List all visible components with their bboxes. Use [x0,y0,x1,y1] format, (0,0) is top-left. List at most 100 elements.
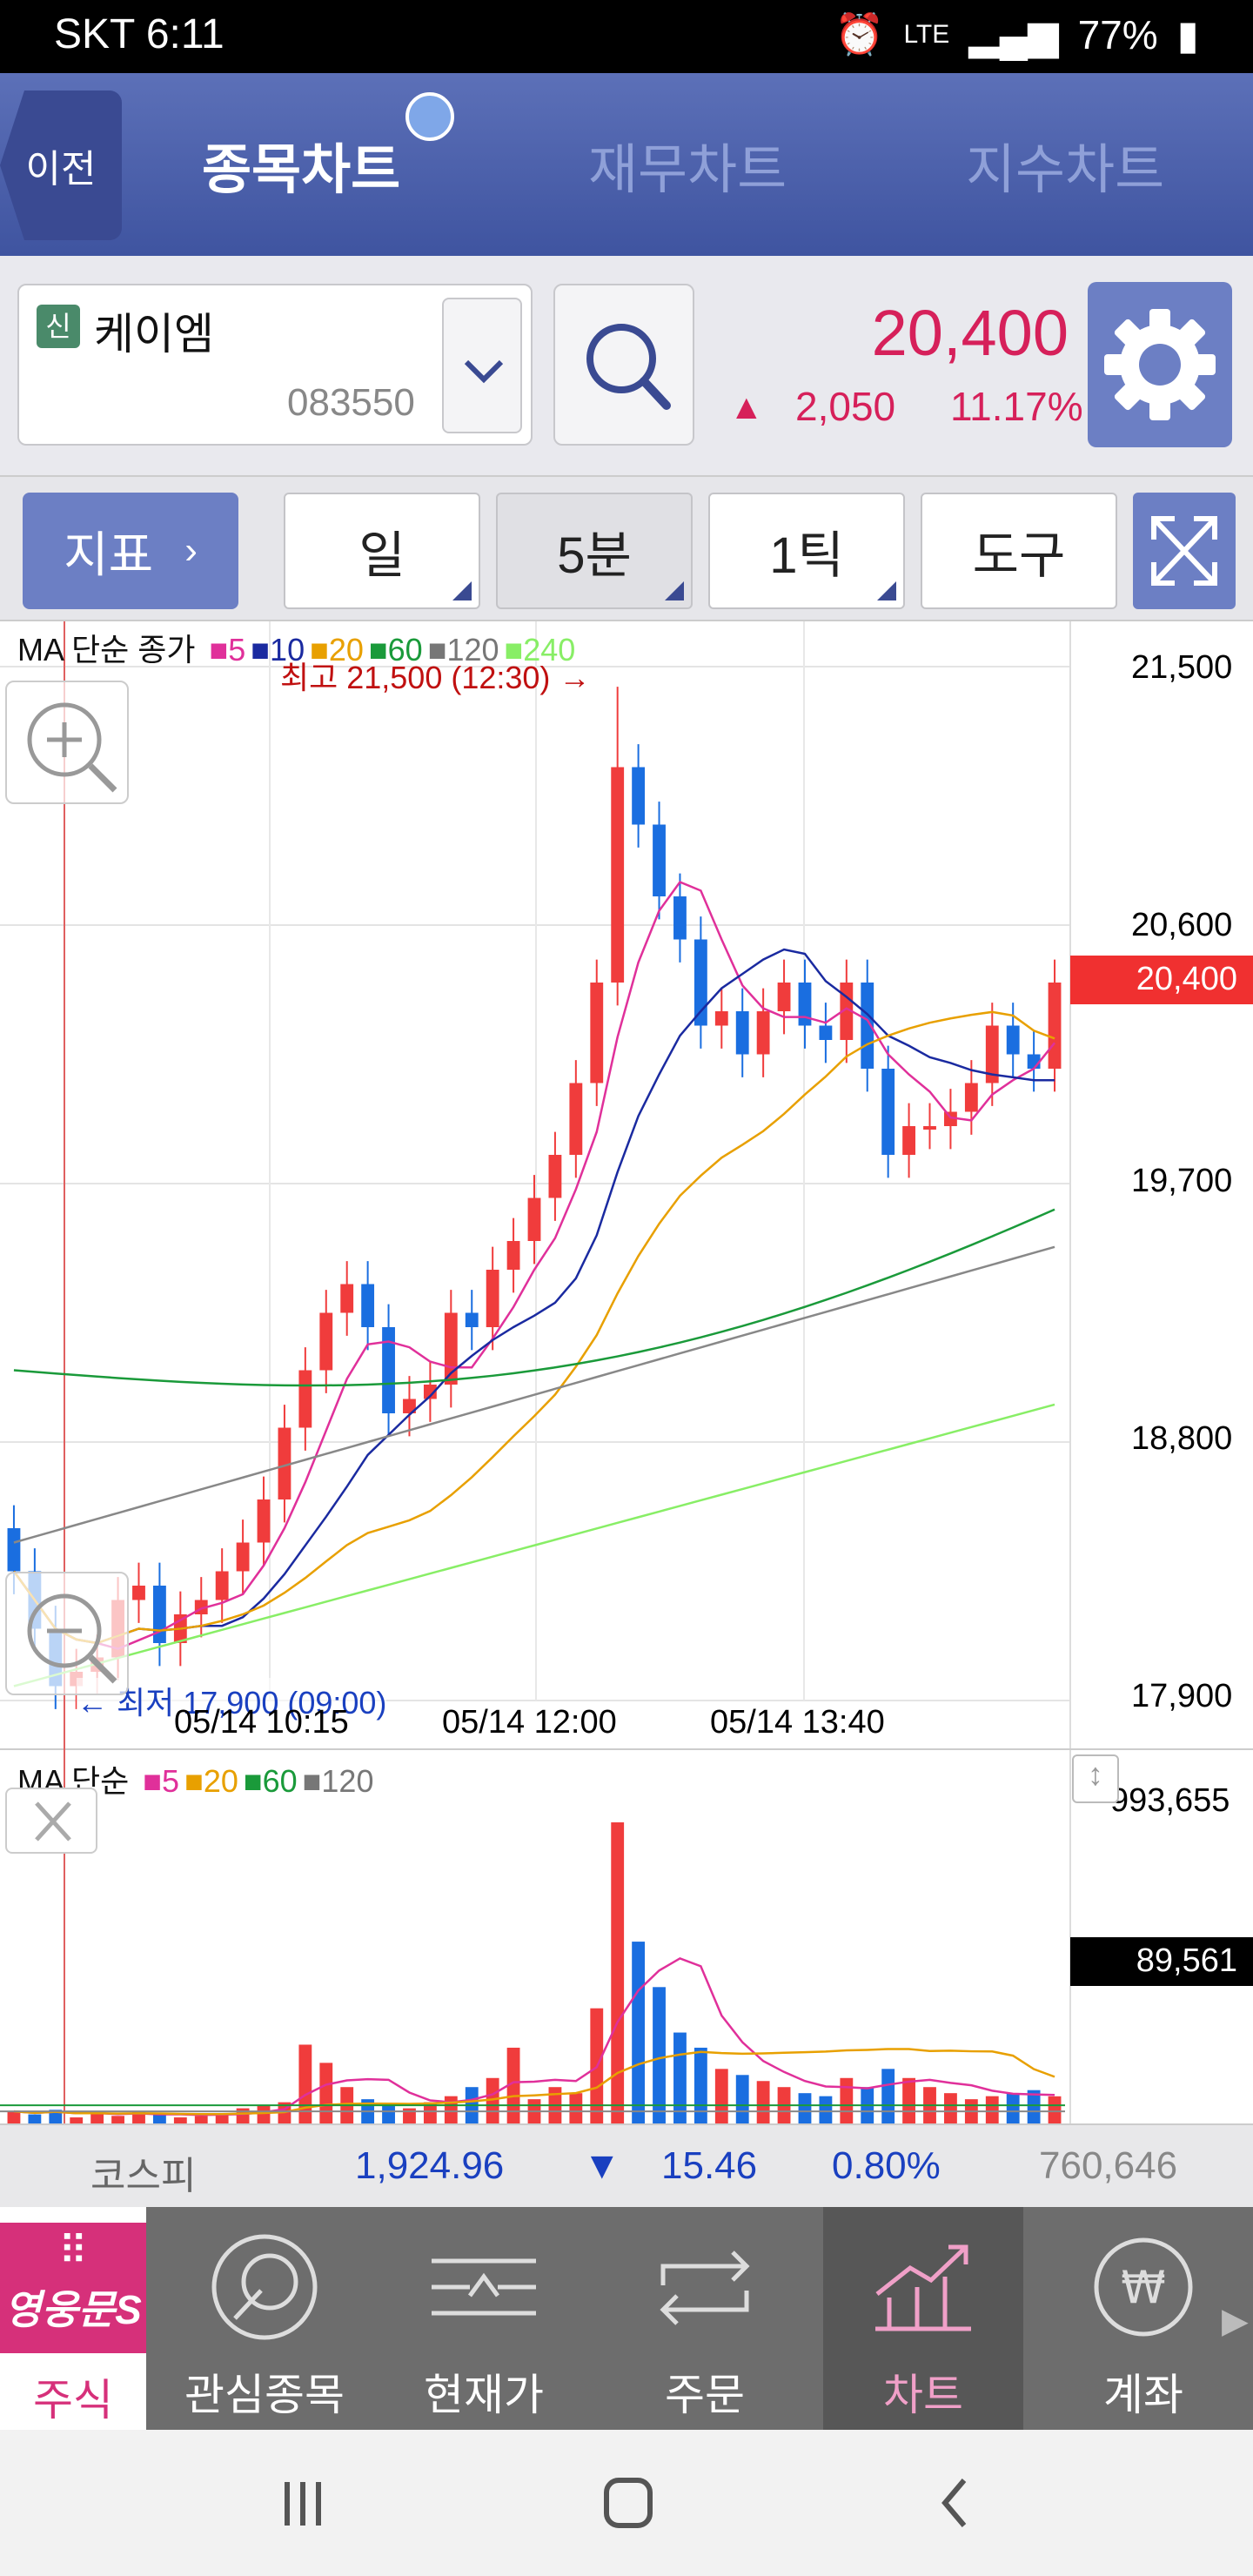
search-button[interactable] [553,284,694,446]
stock-selector[interactable]: 신 케이엠 083550 [17,284,533,446]
candle-body [7,1528,21,1572]
volume-bar [881,2069,895,2123]
candle-body [340,1284,354,1313]
nav-watchlist[interactable]: 관심종목 [160,2207,369,2430]
alarm-icon: ⏰ [834,11,885,57]
nav-label: 관심종목 [184,2371,345,2419]
chevron-right-icon: › [184,529,198,572]
zoom-in-button[interactable] [5,681,129,804]
volume-bar [215,2114,229,2123]
volume-bar [49,2110,63,2123]
index-change: 15.46 [661,2144,758,2187]
volume-bar [944,2093,957,2123]
nav-account[interactable]: ₩ 계좌 [1039,2207,1248,2430]
candle-body [548,1155,562,1198]
market-index-bar[interactable]: 코스피 1,924.96 ▼ 15.46 0.80% 760,646 [0,2123,1253,2207]
price-legend-item: ■120 [428,632,499,667]
chart-area[interactable]: MA 단순 종가 ■5 ■10 ■20 ■60 ■120 ■240 최고 21,500 (… [0,621,1253,2123]
stock-name: 케이엠 [94,310,214,359]
nav-current-price[interactable]: 현재가 [379,2207,588,2430]
grid-icon: ⠿ [58,2228,88,2273]
tools-button[interactable]: 도구 [921,493,1117,609]
index-value: 1,924.96 [355,2144,505,2187]
candle-body [611,767,625,983]
nav-order[interactable]: 주문 [600,2207,809,2430]
tab-stock-chart[interactable]: 종목차트 [202,140,401,200]
price-legend-item: ■20 [310,632,364,667]
candle-body [735,1011,749,1055]
legend-label: 20 [203,1763,238,1799]
settings-button[interactable] [1088,282,1232,447]
volume-bar [985,2096,999,2123]
bottom-nav: ⠿ 영웅문S 주식 관심종목 현재가 [0,2207,1253,2430]
search-icon [586,324,671,410]
tab-financial-chart[interactable]: 재무차트 [588,140,787,200]
stock-code: 083550 [287,381,415,424]
y-tick: 21,500 [1131,649,1233,686]
nav-label: 차트 [883,2371,963,2419]
chart-canvas [0,621,1253,2123]
chevron-down-icon [464,359,504,384]
candle-body [132,1586,145,1600]
star-circle-icon [211,2234,318,2340]
tab-index-chart[interactable]: 지수차트 [966,140,1165,200]
nav-more-arrow-icon[interactable]: ▶ [1222,2302,1249,2340]
fullscreen-button[interactable] [1133,493,1236,609]
legend-swatch: ■ [184,1763,204,1799]
volume-bar [319,2063,333,2123]
candle-body [714,1011,728,1026]
indicator-button[interactable]: 지표 › [23,493,238,609]
chart-toolbar: 지표 › 일 5분 1틱 도구 [0,475,1253,621]
volume-legend-items: ■5 ■20 ■60 ■120 [137,1763,373,1799]
volume-bar [423,2102,437,2123]
ma-line [13,1208,1055,1387]
volume-legend-item: ■60 [244,1763,298,1799]
back-button[interactable]: 이전 [0,91,122,240]
ma-line [12,948,1055,1645]
volume-chart-area[interactable]: MA 단순 ■5 ■20 ■60 ■120 993,655 89,561 ↕ [0,1749,1253,2123]
price-legend-title: MA 단순 종가 [17,632,196,667]
ma-line [12,880,1056,1650]
candle-body [278,1427,291,1499]
zoom-out-button[interactable] [5,1572,129,1695]
x-tick: 05/14 12:00 [442,1704,617,1741]
index-name: 코스피 [90,2155,197,2197]
candle-body [673,896,687,940]
brand-logo: ⠿ 영웅문S [0,2223,146,2353]
period-1tick-button[interactable]: 1틱 [708,493,905,609]
candle-body [236,1542,250,1572]
expand-icon [1151,516,1217,586]
legend-swatch: ■ [310,632,329,667]
volume-bar [756,2081,770,2123]
candle-body [298,1370,312,1428]
volume-bar [1006,2093,1020,2123]
close-volume-button[interactable] [5,1788,97,1854]
period-day-button[interactable]: 일 [284,493,480,609]
brand-label: 주식 [33,2376,113,2425]
period-5min-button[interactable]: 5분 [496,493,693,609]
index-volume: 760,646 [1039,2144,1178,2187]
legend-label: 60 [262,1763,298,1799]
brand-stock-tab[interactable]: ⠿ 영웅문S 주식 [0,2207,146,2430]
nav-label: 현재가 [424,2371,544,2419]
ma-line [12,1010,1055,1645]
svg-text:₩: ₩ [1121,2262,1165,2314]
stock-dropdown-button[interactable] [442,298,522,433]
volume-bar [569,2093,583,2123]
candle-body [964,1083,978,1112]
volume-bar [28,2114,42,2123]
resize-handle-icon[interactable]: ↕ [1072,1754,1119,1803]
volume-bar [611,1822,625,2123]
candle-body [819,1025,833,1040]
volume-current-tag: 89,561 [1070,1937,1253,1986]
price-legend-item: ■60 [369,632,423,667]
candle-body [257,1499,271,1543]
candle-body [1006,1025,1020,1055]
legend-label: 240 [523,632,576,667]
volume-ma-line [13,2048,1055,2116]
volume-bar [152,2114,166,2123]
price-icon [432,2258,536,2316]
nav-chart[interactable]: 차트 [823,2207,1023,2430]
brand-text: 영웅문S [4,2287,142,2332]
volume-bar [257,2105,271,2123]
